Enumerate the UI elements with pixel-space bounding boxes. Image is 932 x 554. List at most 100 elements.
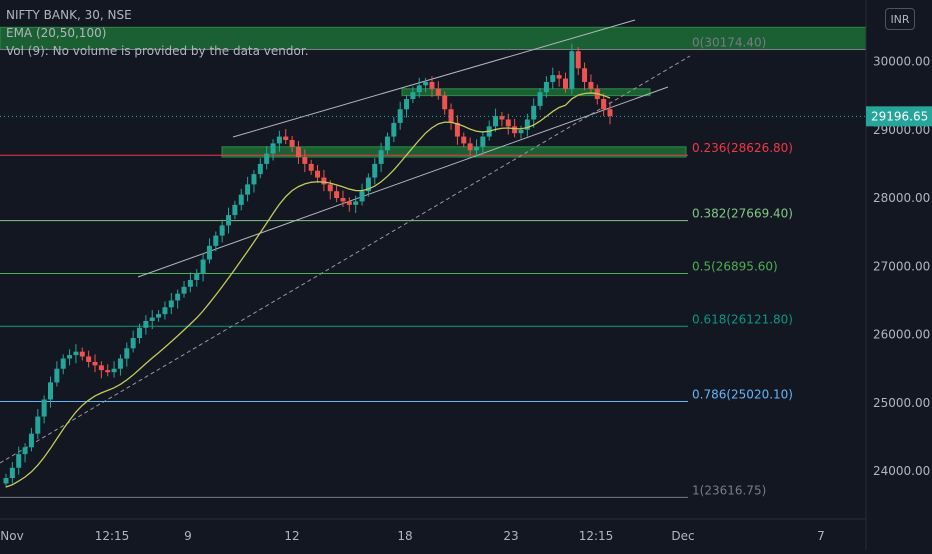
sr-zone[interactable] xyxy=(221,146,687,158)
candle-body[interactable] xyxy=(16,454,22,468)
candle-body[interactable] xyxy=(270,143,276,154)
candle-body[interactable] xyxy=(124,348,130,359)
candle-body[interactable] xyxy=(340,198,346,202)
sr-zone[interactable] xyxy=(401,88,651,97)
candle-body[interactable] xyxy=(442,95,448,110)
candle-body[interactable] xyxy=(582,68,588,82)
candle-body[interactable] xyxy=(550,75,556,82)
candle-body[interactable] xyxy=(607,109,613,117)
candle-body[interactable] xyxy=(168,300,174,308)
candle-body[interactable] xyxy=(327,184,333,192)
candle-body[interactable] xyxy=(22,447,28,455)
candle-body[interactable] xyxy=(143,320,149,328)
candle-body[interactable] xyxy=(206,245,212,260)
channel-upper-line[interactable] xyxy=(232,19,636,138)
candle-body[interactable] xyxy=(302,157,308,164)
candle-body[interactable] xyxy=(435,88,441,96)
candle-body[interactable] xyxy=(257,163,263,175)
candle-body[interactable] xyxy=(410,92,416,100)
candle-body[interactable] xyxy=(156,314,162,318)
candle-body[interactable] xyxy=(556,75,562,79)
candle-body[interactable] xyxy=(105,370,111,373)
candle-body[interactable] xyxy=(429,81,435,89)
candle-body[interactable] xyxy=(79,351,85,357)
candle-body[interactable] xyxy=(86,356,92,362)
candle-body[interactable] xyxy=(232,204,238,216)
volume-indicator-label[interactable]: Vol (9): No volume is provided by the da… xyxy=(6,44,309,58)
ema-indicator-label[interactable]: EMA (20,50,100) xyxy=(6,26,107,40)
ema-line[interactable] xyxy=(5,92,611,488)
candle-body[interactable] xyxy=(454,122,460,137)
candle-body[interactable] xyxy=(226,215,232,226)
currency-button[interactable]: INR xyxy=(885,8,915,30)
candle-body[interactable] xyxy=(251,174,257,185)
candle-body[interactable] xyxy=(524,119,530,130)
candle-body[interactable] xyxy=(289,139,295,147)
candle-body[interactable] xyxy=(461,136,467,144)
candle-body[interactable] xyxy=(200,259,206,274)
candle-body[interactable] xyxy=(3,478,9,484)
candle-body[interactable] xyxy=(480,136,486,147)
candle-body[interactable] xyxy=(493,116,499,127)
candle-body[interactable] xyxy=(28,433,34,448)
candle-body[interactable] xyxy=(518,129,524,134)
candle-body[interactable] xyxy=(378,150,384,164)
candle-body[interactable] xyxy=(512,126,518,134)
candle-body[interactable] xyxy=(9,467,15,479)
candle-body[interactable] xyxy=(238,194,244,205)
candle-body[interactable] xyxy=(346,201,352,205)
candle-body[interactable] xyxy=(505,119,511,127)
candle-body[interactable] xyxy=(537,92,543,106)
candle-body[interactable] xyxy=(359,191,365,202)
candle-body[interactable] xyxy=(130,338,136,349)
candle-body[interactable] xyxy=(315,170,321,178)
candle-body[interactable] xyxy=(499,116,505,120)
candle-body[interactable] xyxy=(384,136,390,151)
candle-body[interactable] xyxy=(264,153,270,164)
candle-body[interactable] xyxy=(60,358,66,369)
candle-body[interactable] xyxy=(321,177,327,185)
candle-body[interactable] xyxy=(117,358,123,369)
candle-body[interactable] xyxy=(404,99,410,110)
candle-body[interactable] xyxy=(531,105,537,120)
candle-body[interactable] xyxy=(308,163,314,171)
candle-body[interactable] xyxy=(467,143,473,151)
candle-body[interactable] xyxy=(562,78,568,89)
candle-body[interactable] xyxy=(575,51,581,69)
channel-lower-line[interactable] xyxy=(137,86,669,278)
candle-body[interactable] xyxy=(111,368,117,373)
trend-dashed-line[interactable] xyxy=(0,55,691,464)
candle-body[interactable] xyxy=(175,293,181,301)
candle-body[interactable] xyxy=(73,351,79,356)
candle-body[interactable] xyxy=(569,51,575,89)
candle-body[interactable] xyxy=(67,355,73,359)
candle-body[interactable] xyxy=(48,382,54,400)
candle-body[interactable] xyxy=(473,146,479,151)
candle-body[interactable] xyxy=(98,365,104,371)
candle-body[interactable] xyxy=(353,201,359,205)
candle-body[interactable] xyxy=(372,163,378,178)
candle-body[interactable] xyxy=(54,368,60,383)
candle-body[interactable] xyxy=(187,279,193,287)
candle-body[interactable] xyxy=(295,146,301,158)
candle-body[interactable] xyxy=(213,235,219,246)
symbol-title[interactable]: NIFTY BANK, 30, NSE xyxy=(6,8,132,22)
candle-body[interactable] xyxy=(35,416,41,434)
candle-body[interactable] xyxy=(334,191,340,199)
candle-body[interactable] xyxy=(219,225,225,236)
candle-body[interactable] xyxy=(276,136,282,144)
candle-body[interactable] xyxy=(365,177,371,192)
candle-body[interactable] xyxy=(448,109,454,123)
candle-body[interactable] xyxy=(416,85,422,93)
candle-body[interactable] xyxy=(601,99,607,110)
candle-body[interactable] xyxy=(423,81,429,86)
candle-body[interactable] xyxy=(41,399,47,417)
candle-body[interactable] xyxy=(181,286,187,294)
candle-body[interactable] xyxy=(391,122,397,137)
candle-body[interactable] xyxy=(137,327,143,339)
candle-body[interactable] xyxy=(245,184,251,195)
candle-body[interactable] xyxy=(283,136,289,140)
candle-body[interactable] xyxy=(92,361,98,366)
